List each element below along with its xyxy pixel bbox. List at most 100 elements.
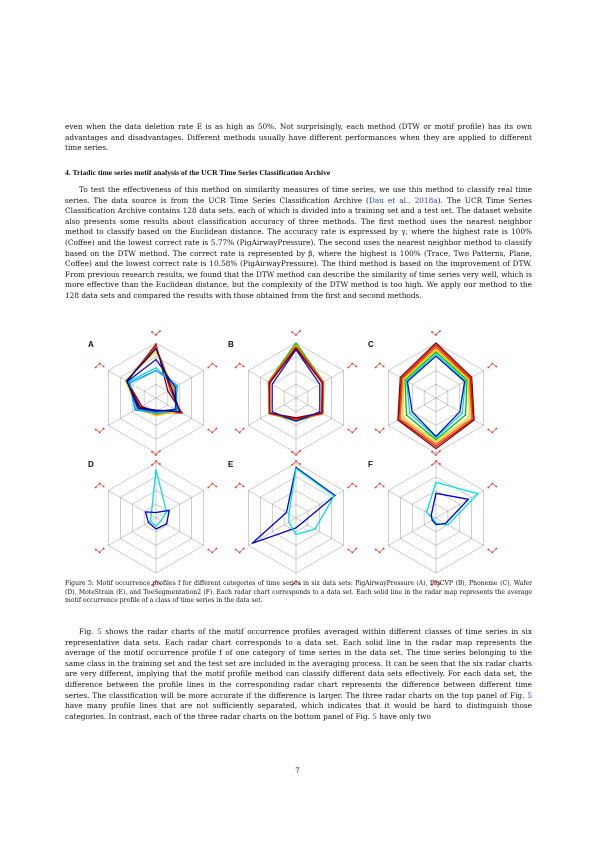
radar-series-line <box>404 351 468 441</box>
discussion-text-1: Fig. <box>79 627 97 636</box>
motif-glyph-dot <box>435 454 437 456</box>
motif-glyph-dot <box>374 486 377 489</box>
radar-series-line <box>251 466 336 544</box>
motif-glyph-dot <box>102 547 105 550</box>
radar-chart-d <box>94 450 218 586</box>
motif-glyph-dot <box>382 365 385 368</box>
motif-glyph-dot <box>159 463 161 465</box>
motif-glyph-dot <box>242 365 245 368</box>
motif-glyph-dot <box>435 460 437 462</box>
motif-glyph-dot <box>238 482 241 485</box>
motif-glyph-dot <box>211 482 214 485</box>
motif-glyph-dot <box>151 584 153 586</box>
motif-glyph-dot <box>351 362 354 365</box>
motif-glyph-dot <box>495 485 498 488</box>
citation-link[interactable]: Dau et al., 2018a <box>368 195 438 205</box>
motif-glyph-dot <box>242 485 245 488</box>
motif-glyph-icon <box>347 547 358 554</box>
motif-glyph-dot <box>355 365 358 368</box>
discussion-text-4: have only two <box>376 711 431 721</box>
motif-glyph-icon <box>207 482 218 489</box>
discussion-text-2: shows the radar charts of the motif occu… <box>65 627 532 700</box>
motif-glyph-icon <box>94 482 105 489</box>
motif-glyph-icon <box>291 450 301 456</box>
radar-axis-spoke <box>435 370 484 399</box>
motif-glyph-dot <box>207 486 210 489</box>
radar-axis-spoke <box>155 517 204 546</box>
motif-glyph-dot <box>151 451 153 453</box>
motif-glyph-dot <box>159 450 161 452</box>
section-heading: 4. Triadic time series motif analysis of… <box>65 168 331 177</box>
motif-glyph-dot <box>355 427 358 430</box>
motif-glyph-dot <box>435 334 437 336</box>
motif-glyph-dot <box>94 428 97 431</box>
motif-glyph-dot <box>155 580 157 582</box>
motif-glyph-dot <box>94 548 97 551</box>
panel-label-e: E <box>228 460 234 469</box>
motif-glyph-dot <box>491 482 494 485</box>
figure-ref-link[interactable]: 5 <box>372 711 377 721</box>
motif-glyph-dot <box>491 431 494 434</box>
motif-glyph-icon <box>374 482 385 489</box>
motif-glyph-dot <box>355 547 358 550</box>
motif-glyph-dot <box>155 334 157 336</box>
motif-glyph-dot <box>439 450 441 452</box>
figure-ref-link[interactable]: 5 <box>97 627 102 636</box>
motif-glyph-dot <box>382 547 385 550</box>
motif-glyph-dot <box>151 331 153 333</box>
radar-axis-spoke <box>388 517 437 546</box>
radar-series-line <box>124 350 180 417</box>
radar-chart-a <box>94 330 218 466</box>
motif-glyph-dot <box>351 431 354 434</box>
radar-chart-b <box>234 330 358 466</box>
radar-series-line <box>398 344 474 448</box>
motif-glyph-icon <box>94 547 105 554</box>
motif-glyph-dot <box>159 583 161 585</box>
motif-glyph-dot <box>94 366 97 369</box>
motif-glyph-icon <box>431 580 441 586</box>
radar-series-line <box>269 347 323 419</box>
motif-glyph-dot <box>291 584 293 586</box>
radar-series-line <box>127 367 179 415</box>
motif-glyph-dot <box>374 428 377 431</box>
motif-glyph-dot <box>431 584 433 586</box>
motif-glyph-dot <box>299 330 301 332</box>
motif-glyph-dot <box>351 551 354 554</box>
motif-glyph-dot <box>378 431 381 434</box>
paragraph-intro: even when the data deletion rate E is as… <box>65 122 532 153</box>
motif-glyph-dot <box>347 486 350 489</box>
motif-glyph-dot <box>378 551 381 554</box>
motif-glyph-dot <box>102 485 105 488</box>
motif-glyph-dot <box>431 331 433 333</box>
motif-glyph-dot <box>94 486 97 489</box>
motif-glyph-icon <box>487 427 498 434</box>
motif-glyph-dot <box>487 366 490 369</box>
motif-glyph-icon <box>234 427 245 434</box>
motif-glyph-icon <box>431 450 441 456</box>
motif-glyph-dot <box>211 431 214 434</box>
motif-glyph-dot <box>431 451 433 453</box>
figure-ref-link[interactable]: 5 <box>527 690 532 700</box>
motif-glyph-icon <box>207 427 218 434</box>
motif-glyph-dot <box>439 463 441 465</box>
motif-glyph-dot <box>299 463 301 465</box>
motif-glyph-dot <box>378 482 381 485</box>
motif-glyph-dot <box>495 547 498 550</box>
figure-caption: Figure 5: Motif occurrence profiles f fo… <box>65 580 532 605</box>
paragraph-method-text: To test the effectiveness of this method… <box>65 185 532 205</box>
motif-glyph-dot <box>382 427 385 430</box>
motif-glyph-dot <box>238 431 241 434</box>
motif-glyph-dot <box>439 330 441 332</box>
radar-chart-c <box>374 330 498 466</box>
motif-glyph-dot <box>155 454 157 456</box>
motif-glyph-icon <box>431 330 441 336</box>
motif-glyph-dot <box>491 551 494 554</box>
motif-glyph-dot <box>439 583 441 585</box>
motif-glyph-icon <box>234 547 245 554</box>
motif-glyph-dot <box>295 334 297 336</box>
radar-axis-spoke <box>155 490 204 519</box>
motif-glyph-dot <box>382 485 385 488</box>
motif-glyph-dot <box>355 485 358 488</box>
motif-glyph-dot <box>495 427 498 430</box>
panel-label-f: F <box>368 460 373 469</box>
